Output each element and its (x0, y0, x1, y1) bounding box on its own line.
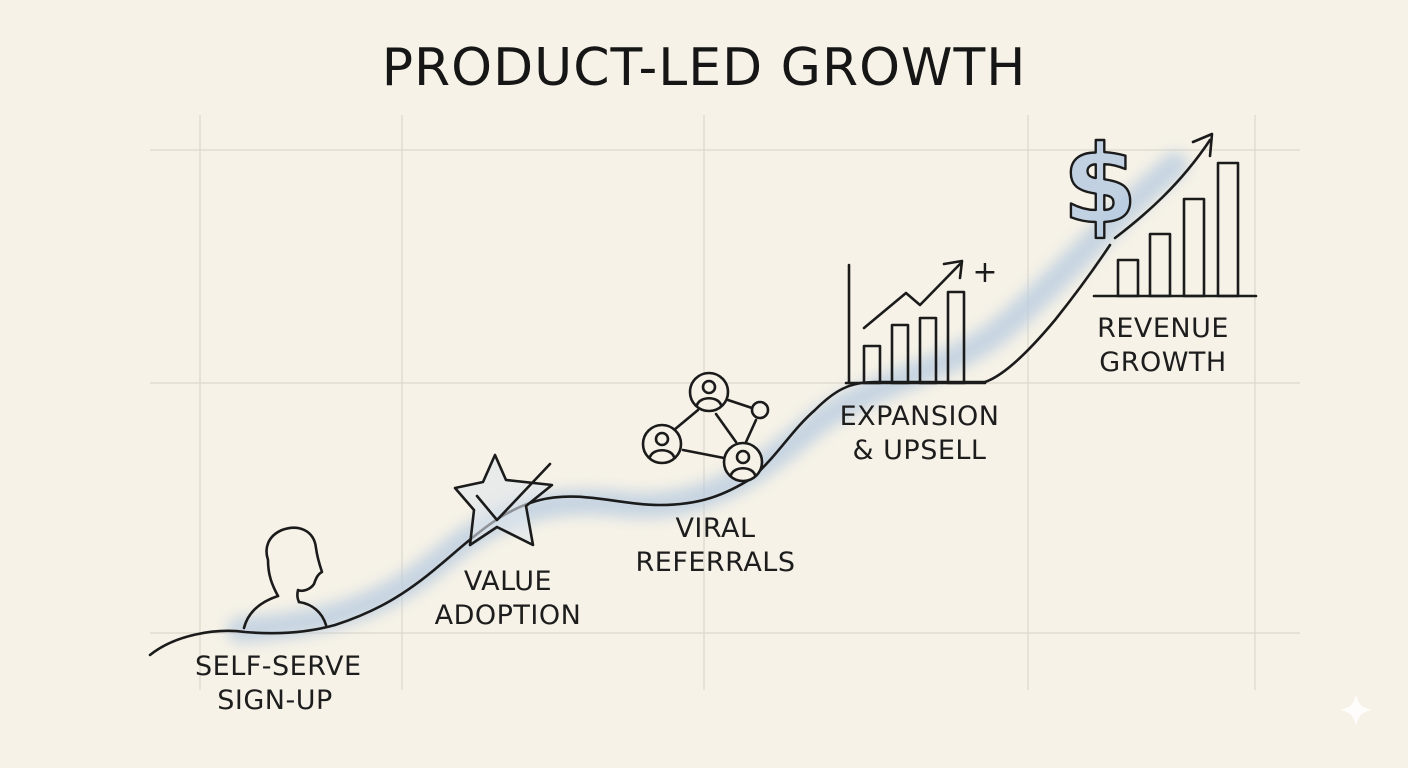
stage-label-value-adoption: VALUE ADOPTION (428, 565, 588, 633)
stage-label-line: & UPSELL (852, 435, 987, 466)
stage-label-line: SELF-SERVE (195, 651, 362, 682)
page-title: PRODUCT-LED GROWTH (381, 38, 1027, 98)
network-people-icon (641, 371, 770, 483)
stage-label-expansion-upsell: EXPANSION & UPSELL (832, 400, 1007, 468)
star-check-icon (453, 453, 554, 547)
stage-label-line: REFERRALS (635, 547, 796, 578)
stage-label-viral-referrals: VIRAL REFERRALS (628, 512, 803, 580)
stage-label-line: VIRAL (675, 513, 756, 544)
stage-label-line: REVENUE (1097, 313, 1229, 344)
growth-curve-arrow-tail (1113, 138, 1212, 240)
plus-symbol: + (972, 255, 997, 290)
bar-chart-up-icon: + (844, 255, 998, 385)
growth-arrow-head-icon (1191, 132, 1214, 158)
sparkle-icon (1340, 694, 1372, 726)
stage-label-line: ADOPTION (434, 600, 582, 631)
dollar-growth-icon: $ (1061, 122, 1258, 298)
person-icon (242, 526, 328, 630)
dollar-symbol: $ (1062, 123, 1137, 248)
growth-curve (148, 243, 1112, 657)
stage-label-line: GROWTH (1099, 347, 1227, 378)
stage-label-line: VALUE (463, 566, 553, 597)
stage-label-line: SIGN-UP (217, 685, 333, 716)
stage-label-self-serve-sign-up: SELF-SERVE SIGN-UP (195, 650, 362, 718)
stage-label-revenue-growth: REVENUE GROWTH (1088, 312, 1238, 380)
stage-label-line: EXPANSION (839, 401, 1000, 432)
